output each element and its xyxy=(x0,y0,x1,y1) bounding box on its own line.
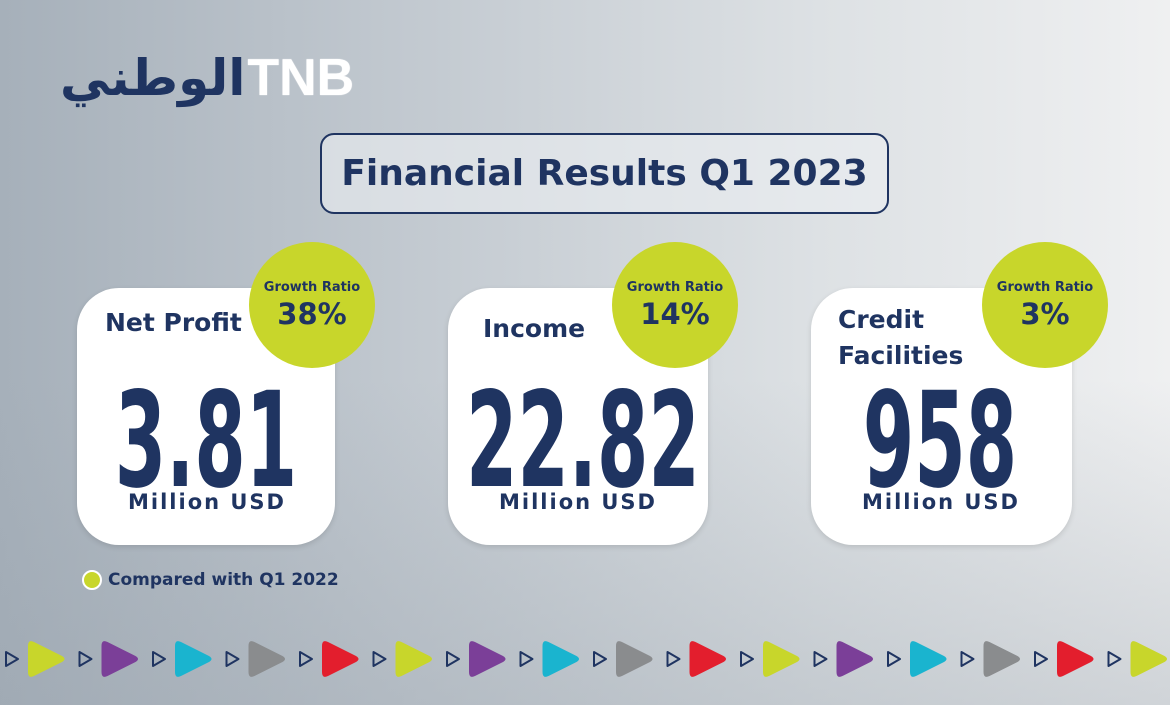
color-triangle xyxy=(542,641,579,677)
color-triangle xyxy=(395,641,432,677)
growth-badge: Growth Ratio 38% xyxy=(249,242,375,368)
small-triangle xyxy=(740,651,754,667)
badge-growth: 38% xyxy=(277,296,347,331)
small-triangle xyxy=(960,651,975,667)
card-unit: Million USD xyxy=(499,490,657,514)
badge-growth: 3% xyxy=(1020,296,1070,331)
color-triangle xyxy=(910,641,947,677)
decor-triangles xyxy=(5,641,1167,677)
footnote-text: Compared with Q1 2022 xyxy=(108,570,339,590)
color-triangle xyxy=(836,641,873,677)
small-triangle xyxy=(666,651,681,667)
small-triangle xyxy=(887,651,901,667)
color-triangle xyxy=(1057,641,1094,677)
card-value: 958 xyxy=(862,364,1018,518)
small-triangle xyxy=(1107,651,1122,667)
small-triangle xyxy=(593,651,607,667)
footnote-dot xyxy=(82,570,102,590)
logo: الوطنيTNB xyxy=(60,48,354,108)
logo-latin: TNB xyxy=(247,49,355,107)
badge-label: Growth Ratio xyxy=(996,279,1094,295)
growth-badge: Growth Ratio 3% xyxy=(982,242,1108,368)
color-triangle xyxy=(322,641,359,677)
color-triangle xyxy=(175,641,212,677)
card-label: Credit Facilities xyxy=(838,305,964,370)
card-unit: Million USD xyxy=(128,490,286,514)
small-triangle xyxy=(1034,651,1048,667)
color-triangle xyxy=(101,641,138,677)
color-triangle xyxy=(248,641,285,677)
color-triangle xyxy=(983,641,1020,677)
small-triangle xyxy=(299,651,313,667)
small-triangle xyxy=(372,651,387,667)
card-value: 22.82 xyxy=(466,364,700,518)
card-label: Net Profit xyxy=(105,308,242,337)
badge-label: Growth Ratio xyxy=(263,279,361,295)
footnote: Compared with Q1 2022 xyxy=(82,570,339,590)
card-unit: Million USD xyxy=(862,490,1020,514)
color-triangle xyxy=(28,641,65,677)
color-triangle xyxy=(763,641,800,677)
card-label: Income xyxy=(483,314,586,343)
small-triangle xyxy=(152,651,166,667)
card-value: 3.81 xyxy=(114,364,298,518)
badge-growth: 14% xyxy=(640,296,710,331)
badge-label: Growth Ratio xyxy=(626,279,724,295)
color-triangle xyxy=(469,641,506,677)
small-triangle xyxy=(225,651,240,667)
color-triangle xyxy=(689,641,726,677)
color-triangle xyxy=(616,641,653,677)
small-triangle xyxy=(78,651,93,667)
title: Financial Results Q1 2023 xyxy=(320,133,889,214)
small-triangle xyxy=(519,651,534,667)
small-triangle xyxy=(813,651,828,667)
small-triangle xyxy=(446,651,460,667)
logo-arabic: الوطني xyxy=(60,49,246,107)
color-triangle xyxy=(1130,641,1167,677)
small-triangle xyxy=(5,651,19,667)
growth-badge: Growth Ratio 14% xyxy=(612,242,738,368)
